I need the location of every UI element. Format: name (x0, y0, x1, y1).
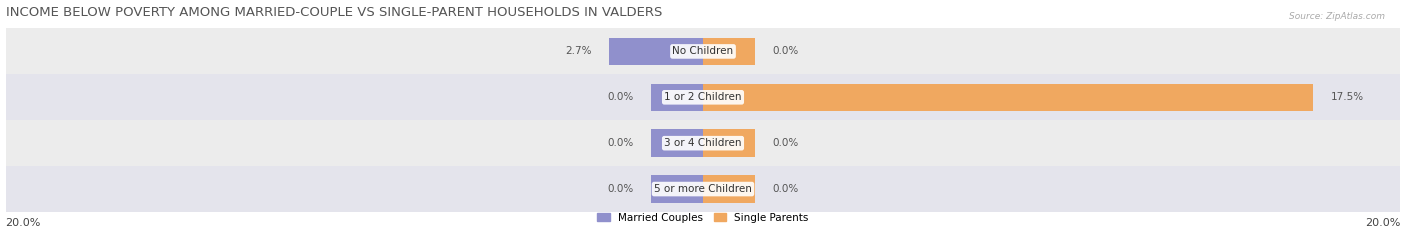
Bar (6, 120, 1400, 166)
Bar (651, 129, 703, 157)
Text: 3 or 4 Children: 3 or 4 Children (664, 138, 742, 148)
Text: 0.0%: 0.0% (773, 46, 799, 56)
Legend: Married Couples, Single Parents: Married Couples, Single Parents (593, 209, 813, 227)
Text: INCOME BELOW POVERTY AMONG MARRIED-COUPLE VS SINGLE-PARENT HOUSEHOLDS IN VALDERS: INCOME BELOW POVERTY AMONG MARRIED-COUPL… (6, 6, 662, 19)
Bar (703, 38, 755, 65)
Bar (703, 84, 1313, 111)
Text: 0.0%: 0.0% (607, 184, 633, 194)
Bar (6, 74, 1400, 120)
Text: 5 or more Children: 5 or more Children (654, 184, 752, 194)
Text: 0.0%: 0.0% (773, 138, 799, 148)
Text: No Children: No Children (672, 46, 734, 56)
Text: 20.0%: 20.0% (1365, 218, 1400, 227)
Text: Source: ZipAtlas.com: Source: ZipAtlas.com (1289, 12, 1385, 21)
Bar (703, 129, 755, 157)
Text: 0.0%: 0.0% (773, 184, 799, 194)
Text: 20.0%: 20.0% (6, 218, 41, 227)
Text: 0.0%: 0.0% (607, 92, 633, 102)
Text: 1 or 2 Children: 1 or 2 Children (664, 92, 742, 102)
Bar (651, 84, 703, 111)
Bar (703, 175, 755, 203)
Bar (6, 28, 1400, 74)
Text: 17.5%: 17.5% (1330, 92, 1364, 102)
Bar (609, 38, 703, 65)
Text: 0.0%: 0.0% (607, 138, 633, 148)
Text: 2.7%: 2.7% (565, 46, 592, 56)
Bar (651, 175, 703, 203)
Bar (6, 166, 1400, 212)
